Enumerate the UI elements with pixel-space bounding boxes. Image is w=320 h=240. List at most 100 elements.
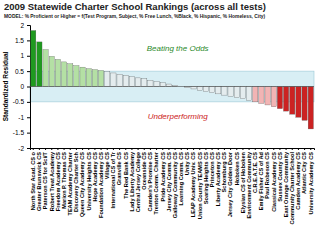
x-tick — [261, 148, 262, 150]
x-tick — [193, 148, 194, 150]
x-tick-label: Camden's Promise CS — [147, 152, 153, 212]
x-tick-label: Emily Fisher CS of Ad — [258, 151, 264, 210]
annotation: Underperforming — [148, 112, 209, 121]
x-tick — [249, 148, 250, 150]
x-tick — [162, 148, 163, 150]
x-tick-label: Camden Academy CS — [295, 152, 301, 210]
x-tick — [199, 148, 200, 150]
x-tick-label: Union County TEAMS CS — [197, 152, 203, 219]
x-tick-label: North Star Acad. CS o — [30, 151, 36, 210]
bar — [197, 87, 202, 91]
x-tick — [298, 148, 299, 150]
x-tick — [175, 148, 176, 150]
bar — [160, 83, 165, 87]
y-tick-label: 2 — [20, 22, 24, 29]
bar — [191, 87, 196, 89]
bar — [271, 87, 276, 107]
x-tick-label: LEAP Academy Univ. CS — [190, 152, 196, 217]
x-tick — [310, 148, 311, 150]
x-tick-label: Galloway Community CS — [172, 152, 178, 218]
bar — [209, 87, 214, 93]
x-tick-label: University Heights CS — [86, 152, 92, 211]
x-tick-label: Environment Community — [246, 151, 252, 218]
bar — [253, 87, 258, 102]
x-tick — [57, 148, 58, 150]
x-tick — [242, 148, 243, 150]
bar — [234, 87, 239, 98]
x-tick-label: Paterson CS for Sci/T — [42, 151, 48, 209]
x-tick-label: Jersey City Comm. CS — [166, 152, 172, 212]
x-axis-line — [31, 149, 315, 151]
bar — [203, 87, 208, 92]
bar — [68, 64, 73, 87]
bar — [296, 87, 301, 118]
x-tick-label: East Orange Community — [283, 151, 289, 217]
x-tick — [88, 148, 89, 150]
bar — [98, 71, 103, 87]
bar — [55, 59, 60, 86]
x-tick — [70, 148, 71, 150]
x-tick-label: Central Jersey College — [135, 152, 141, 212]
bar — [259, 87, 264, 104]
bar — [105, 72, 110, 87]
x-tick — [273, 148, 274, 150]
bar — [154, 82, 159, 87]
y-tick — [27, 117, 30, 118]
bar — [246, 87, 251, 101]
x-tick — [107, 148, 108, 150]
x-tick-label: Liberty Academy CS — [215, 152, 221, 206]
x-tick — [187, 148, 188, 150]
x-tick-label: Marion P. Thomas CS — [61, 152, 67, 209]
x-tick-label: Community Charter School — [289, 152, 295, 225]
x-tick — [113, 148, 114, 150]
x-axis: North Star Acad. CS oGreater Brunswick C… — [30, 148, 314, 224]
y-tick-label: 0.5 — [15, 68, 24, 75]
bar — [135, 78, 140, 87]
bar — [302, 87, 307, 121]
bar — [240, 87, 245, 99]
y-tick — [27, 40, 30, 41]
x-tick-label: Atlantic City CS — [301, 152, 307, 194]
x-tick — [224, 148, 225, 150]
bar — [31, 31, 36, 87]
y-tick — [27, 102, 30, 103]
bar — [123, 75, 128, 86]
y-tick-label: 1 — [20, 52, 24, 59]
x-tick-label: Hope Academy CS — [92, 152, 98, 202]
bar — [92, 70, 97, 87]
x-tick — [279, 148, 280, 150]
x-tick-label: Classical Academy CS — [271, 152, 277, 212]
x-tick-label: Paul Robeson CS — [264, 152, 270, 199]
bar — [37, 42, 42, 87]
x-tick — [45, 148, 46, 150]
x-tick-label: Unity CS — [184, 152, 190, 176]
x-tick — [119, 148, 120, 150]
y-tick — [27, 71, 30, 72]
x-tick — [144, 148, 145, 150]
x-tick-label: Pride Academy CS — [160, 152, 166, 202]
x-tick — [76, 148, 77, 150]
x-tick — [230, 148, 231, 150]
bar — [74, 66, 79, 87]
y-axis-line — [27, 26, 31, 149]
x-tick-label: Village CS — [104, 152, 110, 180]
x-tick — [212, 148, 213, 150]
x-tick-label: The Red Bank CS — [123, 152, 129, 199]
x-tick — [286, 148, 287, 150]
x-tick-label: Learning Comm. CS — [178, 152, 184, 206]
bar — [86, 69, 91, 87]
bar — [43, 50, 48, 87]
y-tick — [27, 25, 30, 26]
x-tick-label: Princeton CS — [209, 152, 215, 187]
bar — [290, 87, 295, 115]
x-tick — [156, 148, 157, 150]
y-tick — [27, 133, 30, 134]
x-tick-label: Hoboken CS — [234, 152, 240, 186]
x-tick-label: Schomburg CS — [221, 152, 227, 193]
bar — [117, 74, 122, 86]
x-tick — [101, 148, 102, 150]
x-tick-label: Robert Treat Academy — [49, 151, 55, 211]
bar — [283, 87, 288, 112]
zero-line — [30, 86, 314, 87]
x-tick — [205, 148, 206, 150]
